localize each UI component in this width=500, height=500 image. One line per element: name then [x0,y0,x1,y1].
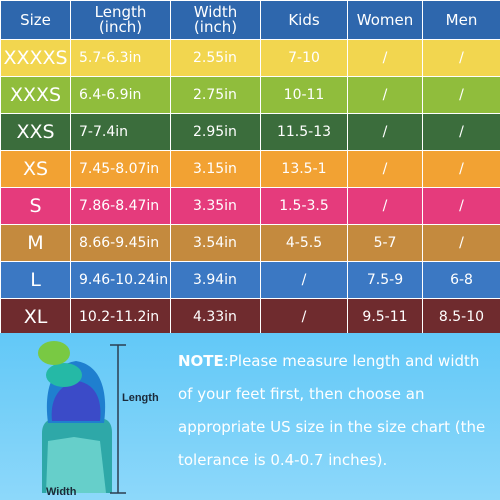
cell-width: 2.75in [170,76,261,114]
header-length: Length (inch) [70,0,171,40]
table-row: L 9.46-10.24in 3.94in/7.5-9 6-8 [0,261,500,299]
header-kids: Kids [260,0,348,40]
table-row: XXXXS 5.7-6.3in 2.55in 7-10// [0,39,500,77]
cell-length: 10.2-11.2in [70,298,171,336]
cell-length: 7.86-8.47in [70,187,171,225]
table-row: XXXS 6.4-6.9in 2.75in 10-11// [0,76,500,114]
note-label: NOTE [178,352,224,370]
cell-length: 6.4-6.9in [70,76,171,114]
cell-men: / [422,187,500,225]
cell-men: / [422,39,500,77]
cell-width: 2.55in [170,39,261,77]
cell-size: L [0,261,71,299]
cell-kids: / [260,261,348,299]
cell-size: XXS [0,113,71,151]
cell-width: 3.15in [170,150,261,188]
info-panel: Length Width NOTE:Please measure length … [0,333,500,500]
cell-kids: 1.5-3.5 [260,187,348,225]
cell-women: 7.5-9 [347,261,423,299]
cell-men: / [422,224,500,262]
table-header-row: Size Length (inch) Width (inch) Kids Women… [0,0,500,40]
cell-kids: 11.5-13 [260,113,348,151]
cell-width: 3.35in [170,187,261,225]
cell-length: 5.7-6.3in [70,39,171,77]
table-row: XL 10.2-11.2in 4.33in/9.5-11 8.5-10 [0,298,500,336]
cell-men: 8.5-10 [422,298,500,336]
cell-kids: / [260,298,348,336]
cell-length: 8.66-9.45in [70,224,171,262]
table-row: S 7.86-8.47in 3.35in 1.5-3.5// [0,187,500,225]
cell-men: / [422,113,500,151]
cell-men: 6-8 [422,261,500,299]
fin-illustration: Length Width [38,341,159,498]
cell-men: / [422,150,500,188]
cell-women: / [347,76,423,114]
cell-length: 7-7.4in [70,113,171,151]
cell-size: XXXS [0,76,71,114]
table-row: XS 7.45-8.07in 3.15in 13.5-1// [0,150,500,188]
cell-kids: 7-10 [260,39,348,77]
fin-heel-strap [38,341,70,365]
cell-kids: 4-5.5 [260,224,348,262]
note-text: NOTE:Please measure length and width of … [178,345,496,477]
cell-size: M [0,224,71,262]
cell-men: / [422,76,500,114]
note-body: :Please measure length and width of your… [178,352,486,469]
cell-size: S [0,187,71,225]
cell-width: 4.33in [170,298,261,336]
cell-size: XXXXS [0,39,71,77]
cell-women: 9.5-11 [347,298,423,336]
header-width: Width (inch) [170,0,261,40]
cell-women: / [347,113,423,151]
cell-width: 3.94in [170,261,261,299]
cell-width: 2.95in [170,113,261,151]
header-size: Size [0,0,71,40]
cell-women: / [347,150,423,188]
cell-women: 5-7 [347,224,423,262]
cell-kids: 10-11 [260,76,348,114]
cell-length: 9.46-10.24in [70,261,171,299]
width-label: Width [46,486,77,498]
size-chart-table: Size Length (inch) Width (inch) Kids Women… [0,0,500,336]
cell-size: XS [0,150,71,188]
header-women: Women [347,0,423,40]
cell-width: 3.54in [170,224,261,262]
table-row: M 8.66-9.45in 3.54in 4-5.5 5-7/ [0,224,500,262]
cell-women: / [347,39,423,77]
cell-kids: 13.5-1 [260,150,348,188]
cell-women: / [347,187,423,225]
cell-length: 7.45-8.07in [70,150,171,188]
table-row: XXS 7-7.4in 2.95in 11.5-13// [0,113,500,151]
length-label: Length [122,392,159,404]
header-men: Men [422,0,500,40]
cell-size: XL [0,298,71,336]
